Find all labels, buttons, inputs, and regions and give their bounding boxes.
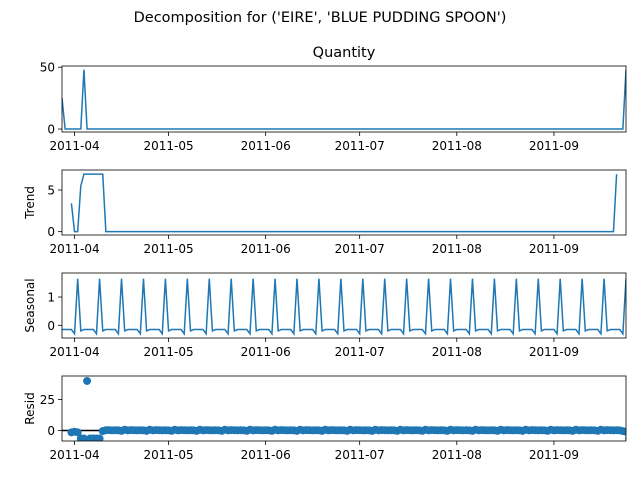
figure-title: Decomposition for ('EIRE', 'BLUE PUDDING… (134, 10, 507, 26)
trend-xtick-label: 2011-04 (49, 242, 99, 256)
trend-xtick-label: 2011-08 (432, 242, 482, 256)
seasonal-frame (61, 272, 627, 339)
quantity-ytick-label: 50 (40, 61, 55, 75)
quantity-xtick-label: 2011-08 (432, 139, 482, 153)
resid-series (67, 376, 626, 441)
quantity-xtick-label: 2011-07 (335, 139, 385, 153)
seasonal-ytick-label: 1 (47, 291, 55, 305)
seasonal-xtick-label: 2011-08 (432, 345, 482, 359)
trend-xtick-label: 2011-05 (143, 242, 193, 256)
quantity-ytick-label: 0 (47, 123, 55, 137)
seasonal-series (62, 278, 626, 336)
quantity-xtick-label: 2011-09 (529, 139, 579, 153)
resid-point (83, 376, 92, 385)
quantity-xtick-label: 2011-06 (241, 139, 291, 153)
trend-xtick-label: 2011-07 (335, 242, 385, 256)
trend-frame (61, 169, 627, 236)
seasonal-xtick-label: 2011-06 (241, 345, 291, 359)
seasonal-xtick-label: 2011-05 (143, 345, 193, 359)
quantity-xtick-label: 2011-04 (49, 139, 99, 153)
resid-xtick-label: 2011-08 (432, 448, 482, 462)
resid-xtick-label: 2011-04 (49, 448, 99, 462)
quantity-title: Quantity (313, 45, 376, 61)
quantity-frame (61, 65, 627, 133)
resid-panel: Resid 0 25 2011-04 2011-05 2011-06 2011-07 2011… (23, 375, 627, 462)
trend-ytick-label: 0 (47, 225, 55, 239)
resid-frame (61, 375, 627, 442)
resid-point (73, 428, 82, 437)
resid-ylabel: Resid (23, 392, 37, 424)
trend-ylabel: Trend (23, 186, 37, 220)
trend-line (70, 173, 618, 233)
seasonal-panel: Seasonal 0 1 2011-04 2011-05 2011-06 2011-07 20… (23, 272, 627, 359)
resid-xtick-label: 2011-06 (241, 448, 291, 462)
seasonal-xtick-label: 2011-04 (49, 345, 99, 359)
seasonal-line (62, 278, 626, 336)
resid-ytick-label: 25 (40, 393, 55, 407)
quantity-line (62, 69, 626, 130)
resid-point (79, 434, 88, 441)
resid-xtick-label: 2011-05 (143, 448, 193, 462)
seasonal-ytick-label: 0 (47, 319, 55, 333)
seasonal-xtick-label: 2011-07 (335, 345, 385, 359)
resid-point (95, 434, 104, 441)
resid-xtick-label: 2011-09 (529, 448, 579, 462)
seasonal-xtick-label: 2011-09 (529, 345, 579, 359)
trend-panel: Trend 0 5 2011-04 2011-05 2011-06 2011-07 2011-… (23, 169, 627, 256)
resid-ytick-label: 0 (47, 424, 55, 438)
quantity-xtick-label: 2011-05 (143, 139, 193, 153)
trend-series (70, 173, 618, 233)
quantity-panel: Quantity 0 50 2011-04 2011-05 2011-06 2011-07 2… (40, 45, 627, 153)
trend-xtick-label: 2011-09 (529, 242, 579, 256)
seasonal-ylabel: Seasonal (23, 278, 37, 332)
trend-xtick-label: 2011-06 (241, 242, 291, 256)
quantity-series (62, 69, 626, 130)
resid-point (622, 427, 626, 436)
trend-ytick-label: 5 (47, 184, 55, 198)
resid-xtick-label: 2011-07 (335, 448, 385, 462)
